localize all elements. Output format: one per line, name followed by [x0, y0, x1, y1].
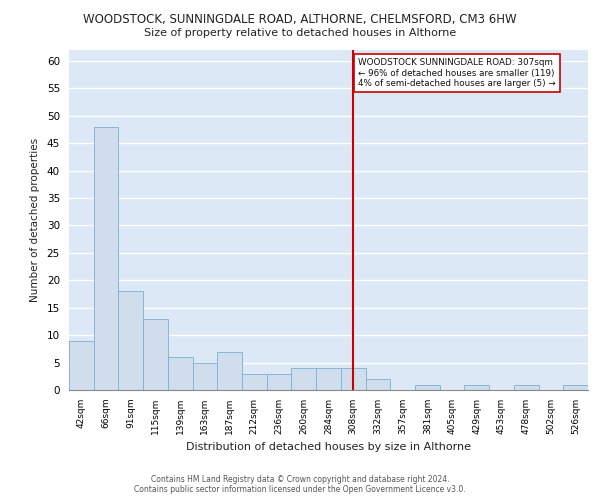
- Bar: [415, 384, 440, 390]
- Text: WOODSTOCK, SUNNINGDALE ROAD, ALTHORNE, CHELMSFORD, CM3 6HW: WOODSTOCK, SUNNINGDALE ROAD, ALTHORNE, C…: [83, 12, 517, 26]
- Bar: [267, 374, 292, 390]
- Bar: [316, 368, 341, 390]
- Bar: [69, 340, 94, 390]
- Bar: [118, 292, 143, 390]
- X-axis label: Distribution of detached houses by size in Althorne: Distribution of detached houses by size …: [186, 442, 471, 452]
- Bar: [94, 127, 118, 390]
- Bar: [217, 352, 242, 390]
- Bar: [563, 384, 588, 390]
- Text: WOODSTOCK SUNNINGDALE ROAD: 307sqm
← 96% of detached houses are smaller (119)
4%: WOODSTOCK SUNNINGDALE ROAD: 307sqm ← 96%…: [358, 58, 556, 88]
- Bar: [341, 368, 365, 390]
- Bar: [365, 379, 390, 390]
- Bar: [193, 362, 217, 390]
- Bar: [292, 368, 316, 390]
- Bar: [242, 374, 267, 390]
- Bar: [464, 384, 489, 390]
- Bar: [168, 357, 193, 390]
- Text: Size of property relative to detached houses in Althorne: Size of property relative to detached ho…: [144, 28, 456, 38]
- Text: Contains HM Land Registry data © Crown copyright and database right 2024.
Contai: Contains HM Land Registry data © Crown c…: [134, 474, 466, 494]
- Y-axis label: Number of detached properties: Number of detached properties: [30, 138, 40, 302]
- Bar: [143, 318, 168, 390]
- Bar: [514, 384, 539, 390]
